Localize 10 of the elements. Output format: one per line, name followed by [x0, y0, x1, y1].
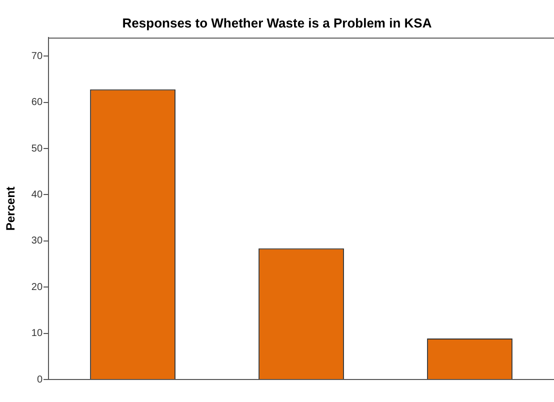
y-tick-label: 20: [31, 282, 43, 293]
y-tick-label: 30: [31, 236, 43, 247]
chart-title: Responses to Whether Waste is a Problem in KSA: [122, 15, 432, 30]
y-tick-label: 0: [36, 374, 43, 386]
y-tick-label: 50: [31, 143, 43, 154]
y-tick-label: 70: [31, 50, 43, 62]
y-tick-label: 60: [31, 97, 43, 108]
y-tick-label: 40: [31, 189, 43, 200]
y-tick-label: 10: [31, 328, 43, 340]
y-axis-title: Percent: [4, 186, 18, 231]
